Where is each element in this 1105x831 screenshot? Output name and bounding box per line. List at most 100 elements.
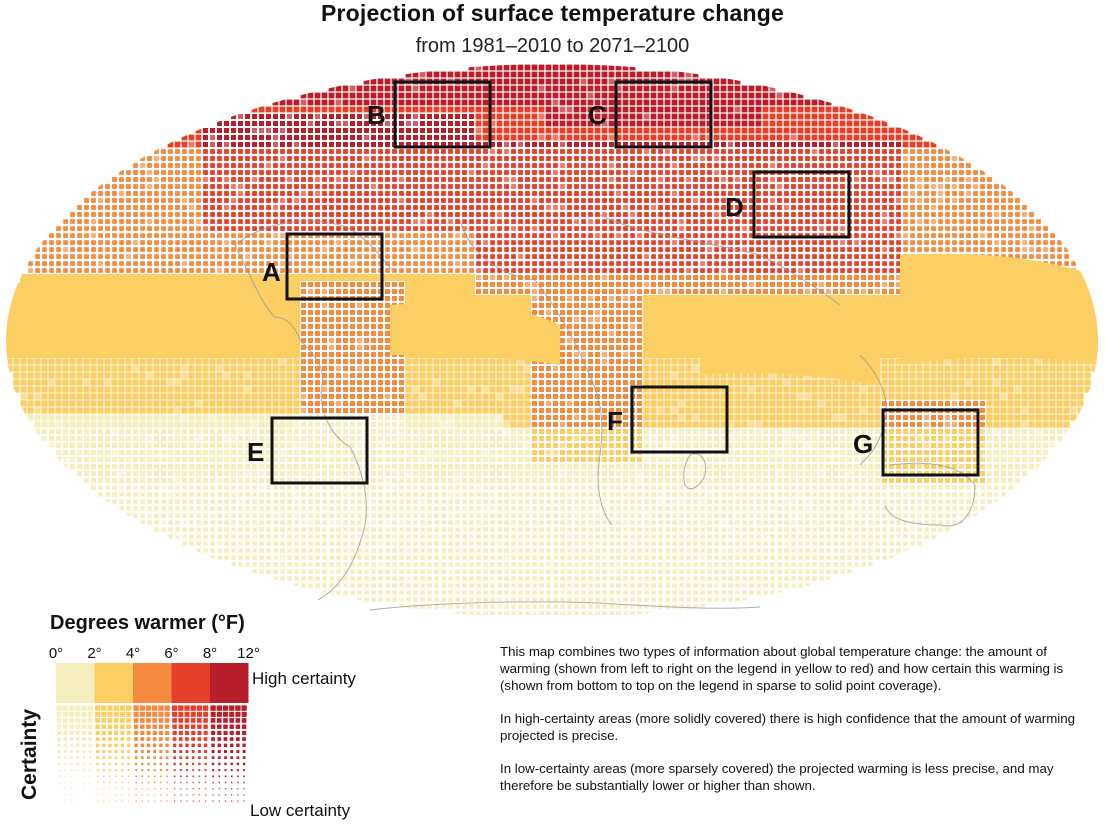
map-cell — [315, 156, 320, 161]
map-cell — [273, 184, 278, 189]
map-cell — [959, 205, 964, 210]
map-cell — [154, 268, 159, 273]
map-cell — [259, 191, 264, 196]
map-cell — [217, 261, 222, 266]
map-cell — [651, 219, 656, 224]
map-cell — [280, 219, 285, 224]
map-cell — [637, 289, 642, 294]
map-cell — [567, 275, 572, 280]
map-cell — [588, 282, 593, 287]
map-cell — [377, 85, 384, 92]
map-cell — [728, 233, 733, 238]
map-cell — [616, 296, 621, 301]
map-cell — [546, 233, 551, 238]
map-cell — [615, 85, 622, 92]
map-cell — [504, 212, 509, 217]
map-cell — [252, 247, 257, 252]
map-cell — [846, 134, 853, 141]
map-cell — [769, 120, 776, 127]
map-cell — [910, 177, 915, 182]
map-cell — [287, 233, 292, 238]
map-cell — [364, 317, 369, 322]
map-cell — [328, 92, 335, 99]
map-cell — [874, 309, 881, 316]
map-cell — [126, 212, 131, 217]
map-cell — [679, 275, 684, 280]
map-cell — [280, 177, 285, 182]
map-cell — [714, 205, 719, 210]
map-cell — [308, 338, 313, 343]
map-cell — [643, 134, 650, 141]
map-cell — [336, 240, 341, 245]
map-cell — [357, 268, 362, 273]
map-cell — [399, 121, 404, 126]
map-cell — [601, 64, 608, 71]
map-cell — [574, 282, 579, 287]
map-cell — [524, 309, 531, 316]
map-cell — [196, 233, 201, 238]
map-cell — [616, 212, 621, 217]
map-cell — [552, 85, 559, 92]
map-cell — [713, 106, 720, 113]
map-cell — [532, 212, 537, 217]
map-cell — [455, 212, 460, 217]
map-cell — [811, 106, 818, 113]
map-cell — [1071, 261, 1076, 266]
map-cell — [433, 99, 440, 106]
map-cell — [623, 331, 628, 336]
map-cell — [686, 275, 691, 280]
map-cell — [777, 184, 782, 189]
map-cell — [182, 233, 187, 238]
map-cell — [882, 289, 887, 294]
map-cell — [853, 295, 860, 302]
map-cell — [441, 268, 446, 273]
map-cell — [637, 275, 642, 280]
map-cell — [343, 212, 348, 217]
map-cell — [1064, 261, 1069, 266]
map-cell — [924, 205, 929, 210]
map-cell — [252, 212, 257, 217]
map-cell — [405, 281, 412, 288]
map-cell — [847, 156, 852, 161]
map-cell — [329, 170, 334, 175]
map-cell — [686, 149, 691, 154]
map-cell — [455, 240, 460, 245]
map-cell — [266, 226, 271, 231]
map-cell — [826, 212, 831, 217]
map-cell — [476, 254, 481, 259]
map-cell — [706, 316, 713, 323]
map-cell — [699, 106, 706, 113]
map-cell — [399, 268, 404, 273]
map-cell — [217, 149, 222, 154]
map-cell — [805, 261, 810, 266]
map-cell — [112, 198, 117, 203]
map-cell — [252, 163, 257, 168]
map-cell — [265, 274, 272, 281]
map-cell — [595, 261, 600, 266]
map-cell — [490, 289, 495, 294]
map-cell — [504, 282, 509, 287]
map-cell — [427, 247, 432, 252]
map-cell — [525, 261, 530, 266]
map-cell — [833, 254, 838, 259]
map-cell — [595, 247, 600, 252]
map-cell — [594, 78, 601, 85]
map-cell — [952, 226, 957, 231]
map-cell — [805, 219, 810, 224]
map-cell — [791, 282, 796, 287]
map-cell — [840, 275, 845, 280]
map-cell — [917, 170, 922, 175]
map-cell — [615, 106, 622, 113]
map-cell — [126, 198, 131, 203]
map-cell — [69, 274, 76, 281]
map-cell — [867, 134, 874, 141]
map-cell — [804, 134, 811, 141]
map-cell — [504, 247, 509, 252]
map-cell — [651, 268, 656, 273]
map-cell — [623, 170, 628, 175]
map-cell — [412, 288, 419, 295]
map-cell — [315, 142, 320, 147]
map-cell — [945, 212, 950, 217]
map-cell — [692, 106, 699, 113]
